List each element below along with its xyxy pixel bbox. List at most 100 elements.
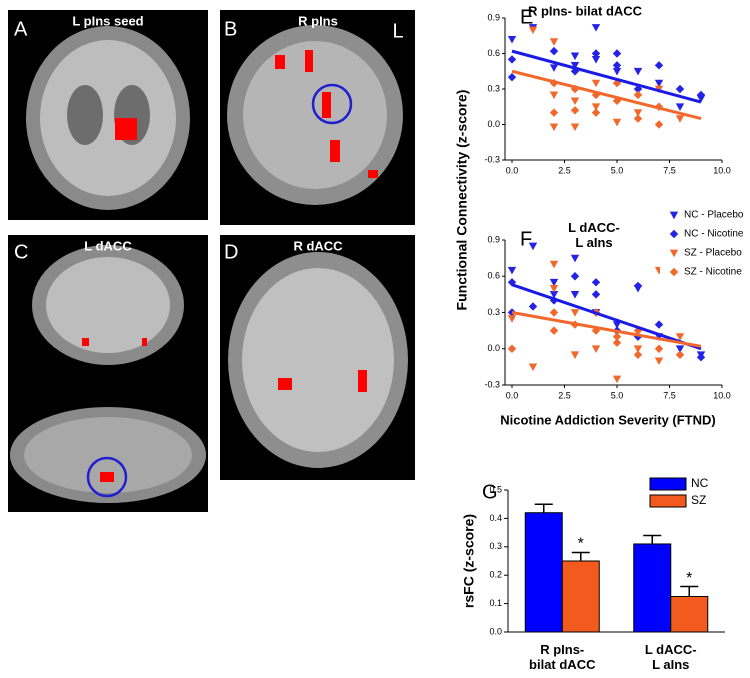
diamond-marker [570,106,580,115]
y-tick-label: 0.0 [487,119,500,129]
brain-panel-c [8,235,208,512]
y-tick-label: 0.4 [489,513,502,523]
diamond-marker [612,49,622,58]
y-tick-label: -0.3 [484,154,500,164]
triangle-marker [654,357,664,366]
legend-label: SZ - Placebo [684,248,742,259]
y-tick-label: 0.0 [489,626,502,636]
triangle-marker [570,351,580,359]
panel-letter: E [520,6,533,28]
legend-label: SZ - Nicotine [684,267,742,278]
triangle-marker [669,211,679,220]
y-tick-label: 0.3 [489,541,502,551]
panel-label: R dACC [293,238,343,253]
triangle-marker [549,284,559,293]
x-tick-label: L dACC- L aIns [644,642,697,672]
triangle-marker [591,56,601,64]
legend-label: SZ [691,493,706,507]
triangle-marker [570,97,580,106]
diamond-marker [549,326,559,335]
brain-panel-d [220,235,415,480]
diamond-marker [633,114,643,123]
triangle-marker [591,24,601,32]
diamond-marker [507,55,517,64]
side-label: L [392,20,403,42]
bar [524,512,563,633]
triangle-marker [570,123,580,132]
x-tick-label: 5.0 [611,390,624,400]
y-tick-label: 0.6 [487,271,500,281]
panel-letter: A [14,18,28,40]
diamond-marker [591,278,601,287]
triangle-marker [570,52,580,61]
diamond-marker [675,350,685,359]
triangle-marker [612,375,622,384]
diamond-marker [633,281,643,291]
y-tick-label: 0.9 [487,234,500,244]
legend-label: NC - Placebo [684,210,744,221]
diamond-marker [549,46,559,56]
x-tick-label: 0.0 [506,390,519,400]
diamond-marker [549,308,559,317]
diamond-marker [507,344,517,353]
y-tick-label: 0.3 [487,83,500,93]
chart-title: L dACC- L aIns [568,220,620,250]
triangle-marker [528,26,538,35]
x-tick-label: 5.0 [611,165,624,175]
error-bar [571,551,590,561]
significance-marker: * [578,536,584,553]
x-tick-label: 2.5 [558,165,571,175]
y-tick-label: 0.6 [487,48,500,58]
triangle-marker [549,91,559,100]
triangle-marker [612,321,622,329]
legend-swatch [649,494,687,508]
diamond-marker [507,72,517,82]
triangle-marker [591,79,601,88]
triangle-marker [591,345,601,353]
y-tick-label: 0.9 [487,12,500,22]
triangle-marker [633,67,643,76]
panel-letter: D [224,241,238,263]
diamond-marker [696,90,706,100]
y-tick-label: 0.3 [487,307,500,317]
triangle-marker [570,309,580,317]
triangle-marker [633,109,643,117]
diamond-marker [633,90,643,100]
error-bar [643,534,662,544]
triangle-marker [549,260,559,269]
x-tick-label: 7.5 [663,165,676,175]
diamond-marker [654,120,664,129]
bar [670,596,709,633]
triangle-marker [549,38,559,46]
significance-marker: * [686,570,692,587]
fit-line [511,311,702,348]
diamond-marker [654,320,664,329]
fit-line [511,49,702,104]
triangle-marker [591,103,601,111]
triangle-marker [549,291,559,299]
y-tick-label: 0.1 [489,598,502,608]
triangle-marker [675,345,685,353]
diamond-marker [570,272,580,281]
diamond-marker [696,353,706,362]
chart-title: R pIns- bilat dACC [528,3,643,18]
triangle-marker [675,333,685,341]
legend-label: NC - Nicotine [684,229,744,240]
diamond-marker [591,49,601,58]
triangle-marker [549,278,559,287]
diamond-marker [654,344,664,353]
y-tick-label: -0.3 [484,379,500,389]
panel-label: L pIns seed [72,13,143,28]
triangle-marker [675,115,685,123]
triangle-marker [612,118,622,127]
x-tick-label: 10.0 [713,390,731,400]
x-tick-label: 10.0 [713,165,731,175]
x-tick-label: 7.5 [663,390,676,400]
diamond-marker [612,338,622,347]
diamond-marker [507,308,517,317]
triangle-marker [528,242,538,251]
error-bar [680,585,699,597]
y-tick-label: 0.0 [487,343,500,353]
triangle-marker [675,103,685,111]
